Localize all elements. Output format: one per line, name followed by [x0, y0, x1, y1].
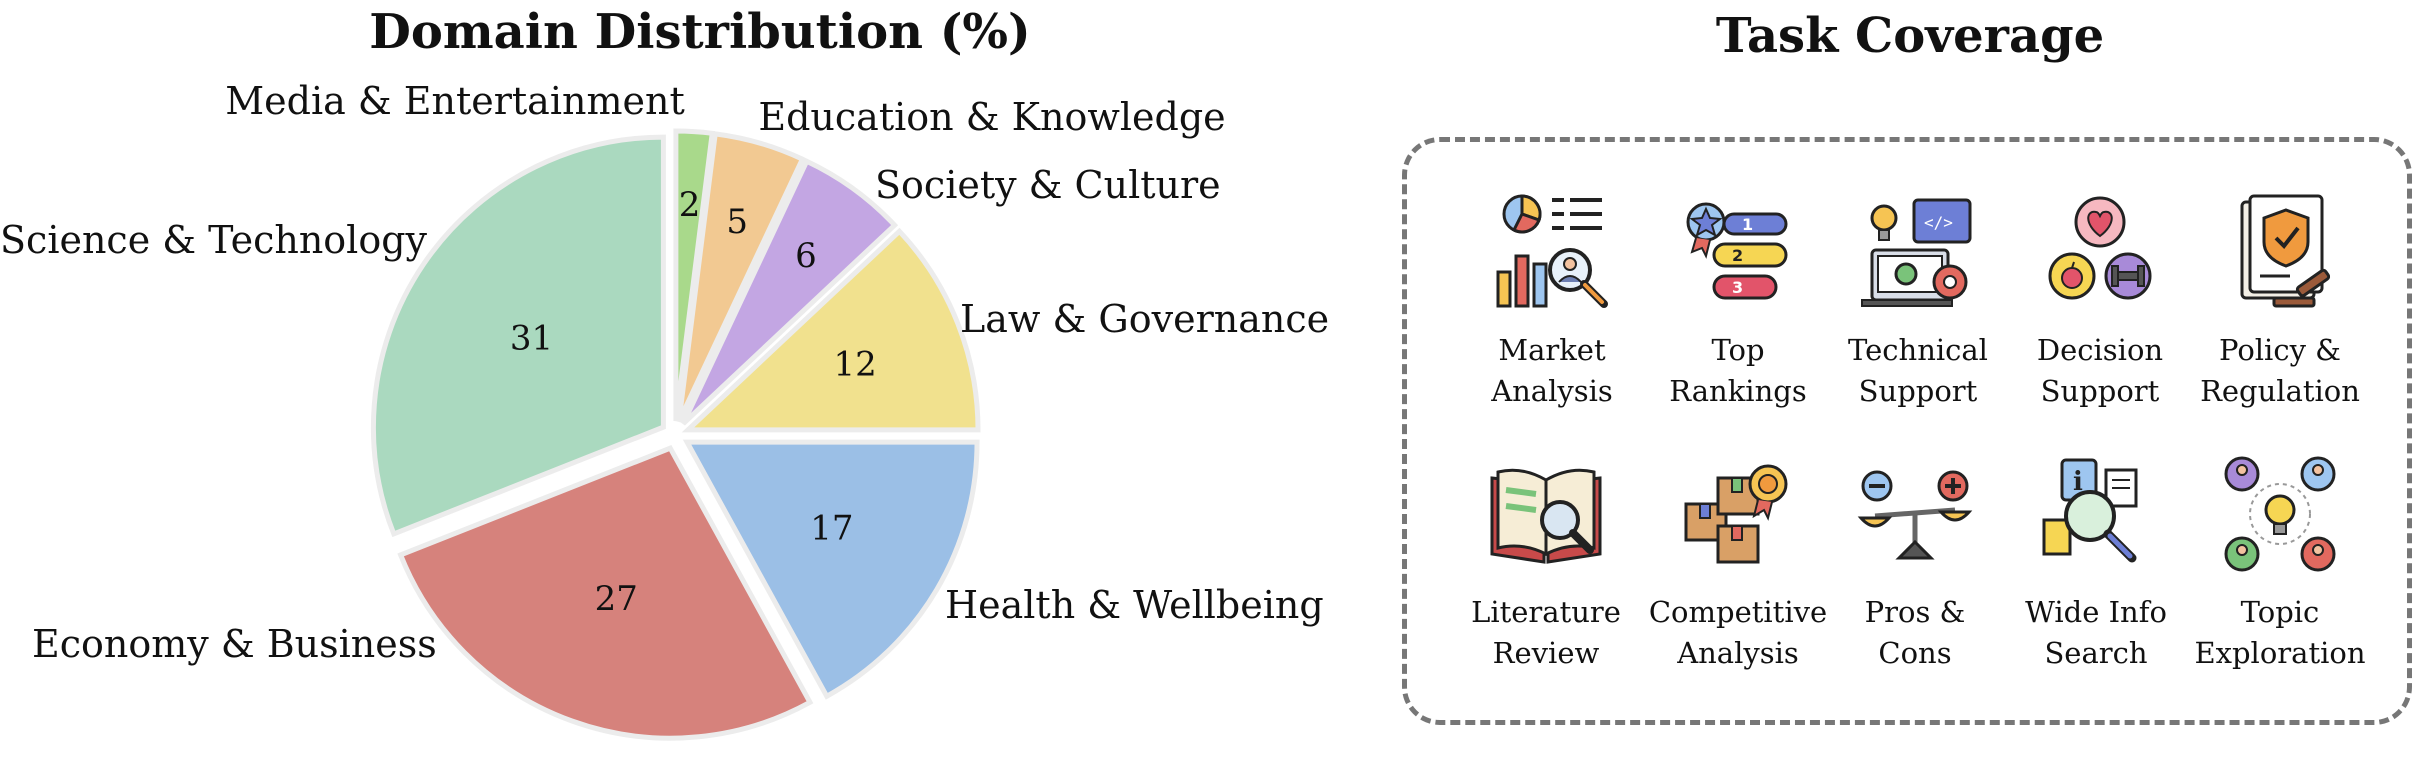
pie-category-label: Economy & Business [32, 622, 437, 666]
pie-slice-economy-business [397, 445, 814, 741]
pie-category-label: Science & Technology [0, 218, 428, 262]
pie-category-label: Health & Wellbeing [945, 583, 1324, 627]
task-policy-regulation: Policy & Regulation [2185, 192, 2375, 412]
task-label: Technical Support [1848, 333, 1988, 408]
svg-text:2: 2 [1732, 246, 1743, 265]
task-label: Competitive Analysis [1648, 595, 1828, 670]
pie-slice-media-entertainment [673, 128, 716, 422]
task-label: Topic Exploration [2194, 595, 2366, 670]
pie-value-label: 6 [795, 236, 817, 276]
pie-category-label: Law & Governance [960, 297, 1329, 341]
policy-regulation-icon [2240, 194, 2331, 308]
competitive-analysis-icon [1684, 464, 1788, 564]
task-label: Literature Review [1471, 595, 1621, 670]
task-decision-support: Decision Support [2005, 192, 2195, 412]
task-top-rankings: 1 2 3 Top Rankings [1643, 192, 1833, 412]
pie-value-label: 12 [834, 345, 877, 385]
pie-value-label: 31 [510, 318, 553, 358]
pie-slice-law-governance [681, 227, 981, 433]
task-topic-exploration: Topic Exploration [2185, 454, 2375, 674]
chart-title: Domain Distribution (%) [369, 4, 1031, 60]
literature-review-icon [1490, 468, 1602, 564]
task-pros-cons: Pros & Cons [1820, 454, 2010, 674]
svg-text:1: 1 [1742, 215, 1753, 234]
pie-slice-science-technology [370, 134, 666, 538]
pie-chart: 2 Media & Entertainment 5 Education & Knowl… [0, 79, 1329, 741]
pros-cons-icon [1857, 470, 1973, 560]
pie-category-label: Education & Knowledge [758, 95, 1225, 139]
pie-value-label: 5 [726, 202, 748, 242]
task-coverage-title: Task Coverage [1715, 8, 2105, 64]
task-label: Policy & Regulation [2200, 333, 2360, 408]
pie-category-label: Media & Entertainment [225, 79, 684, 123]
task-market-analysis: Market Analysis [1457, 192, 1647, 412]
svg-text:i: i [2073, 467, 2083, 497]
task-literature-review: Literature Review [1451, 454, 1641, 674]
pie-value-label: 17 [810, 509, 853, 549]
task-label: Market Analysis [1491, 333, 1613, 408]
task-label: Wide Info Search [2025, 595, 2167, 670]
decision-support-icon [2048, 196, 2152, 300]
pie-slice-education-knowledge [676, 131, 806, 423]
pie-value-label: 27 [595, 579, 638, 619]
svg-text:3: 3 [1732, 278, 1743, 297]
pie-slice-society-culture [680, 157, 899, 426]
task-coverage-box: Market Analysis 1 2 3 Top Rankings </> [1402, 137, 2412, 725]
task-technical-support: </> Technical Support [1823, 192, 2013, 412]
task-wide-info-search: i Wide Info Search [2001, 454, 2191, 674]
task-label: Decision Support [2036, 333, 2164, 408]
pie-category-label: Society & Culture [875, 163, 1221, 207]
top-rankings-icon: 1 2 3 [1686, 202, 1788, 300]
wide-info-search-icon: i [2042, 458, 2138, 563]
technical-support-icon: </> [1861, 198, 1972, 307]
svg-text:</>: </> [1924, 213, 1953, 232]
task-label: Top Rankings [1669, 333, 1807, 408]
pie-value-label: 2 [679, 185, 701, 225]
market-analysis-icon [1496, 194, 1608, 308]
pie-slice-health-wellbeing [682, 439, 980, 700]
task-label: Pros & Cons [1864, 595, 1966, 670]
topic-exploration-icon [2224, 456, 2336, 572]
task-competitive-analysis: Competitive Analysis [1643, 454, 1833, 674]
